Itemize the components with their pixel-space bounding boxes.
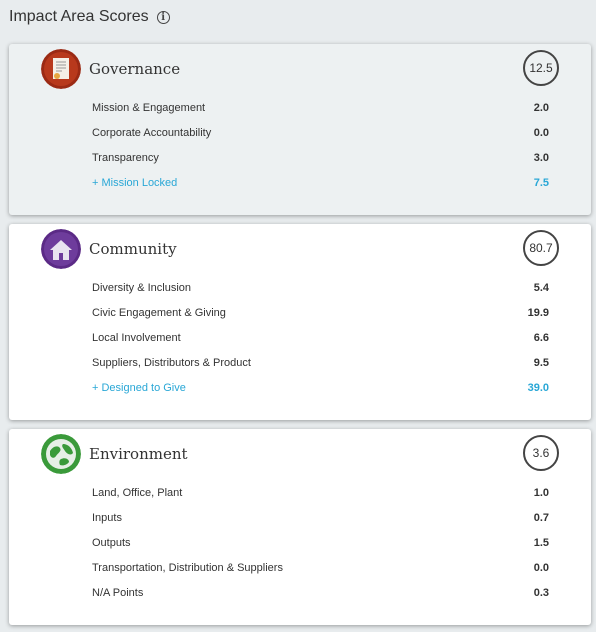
row-value: 2.0 [533,101,549,114]
row-value: 0.0 [533,561,549,574]
row-value: 0.0 [533,126,549,139]
bonus-value: 39.0 [527,381,549,394]
row-value: 0.3 [533,586,549,599]
house-icon [41,229,81,269]
globe-icon [41,434,81,474]
card-title: Environment [89,445,188,463]
section-header: Impact Area Scores i [9,6,170,28]
score-row: Inputs 0.7 [92,505,549,530]
row-value: 6.6 [533,331,549,344]
row-label: Mission & Engagement [92,101,206,114]
row-label: Corporate Accountability [92,126,212,139]
card-header: Environment [41,434,591,474]
row-value: 1.0 [533,486,549,499]
score-row: Outputs 1.5 [92,530,549,555]
row-label: N/A Points [92,586,144,599]
score-badge: 80.7 [523,230,559,266]
row-label: Civic Engagement & Giving [92,306,226,319]
score-row: Suppliers, Distributors & Product 9.5 [92,350,549,375]
impact-card-environment[interactable]: Environment 3.6 Land, Office, Plant 1.0 … [9,429,591,625]
row-label: Suppliers, Distributors & Product [92,356,251,369]
row-label: Land, Office, Plant [92,486,183,499]
page-title: Impact Area Scores [9,8,149,25]
row-value: 9.5 [533,356,549,369]
bonus-link[interactable]: + Designed to Give [92,381,186,394]
row-label: Transparency [92,151,159,164]
bonus-link[interactable]: + Mission Locked [92,176,178,189]
bonus-row: + Mission Locked 7.5 [92,170,549,195]
score-row: Transparency 3.0 [92,145,549,170]
score-row: Local Involvement 6.6 [92,325,549,350]
info-icon[interactable]: i [156,10,170,24]
row-value: 0.7 [533,511,549,524]
row-value: 3.0 [533,151,549,164]
score-row: Land, Office, Plant 1.0 [92,480,549,505]
score-row: Diversity & Inclusion 5.4 [92,275,549,300]
bonus-row: + Designed to Give 39.0 [92,375,549,400]
row-value: 1.5 [533,536,549,549]
score-rows: Diversity & Inclusion 5.4 Civic Engageme… [92,275,549,400]
score-rows: Land, Office, Plant 1.0 Inputs 0.7 Outpu… [92,480,549,605]
row-value: 5.4 [533,281,549,294]
impact-card-governance[interactable]: Governance 12.5 Mission & Engagement 2.0… [9,44,591,215]
card-title: Community [89,240,177,258]
row-label: Local Involvement [92,331,181,344]
score-row: Corporate Accountability 0.0 [92,120,549,145]
bonus-value: 7.5 [533,176,549,189]
card-header: Governance [41,49,591,89]
score-row: Mission & Engagement 2.0 [92,95,549,120]
impact-card-community[interactable]: Community 80.7 Diversity & Inclusion 5.4… [9,224,591,420]
score-row: N/A Points 0.3 [92,580,549,605]
row-label: Transportation, Distribution & Suppliers [92,561,283,574]
score-rows: Mission & Engagement 2.0 Corporate Accou… [92,95,549,195]
score-badge: 3.6 [523,435,559,471]
card-header: Community [41,229,591,269]
score-row: Civic Engagement & Giving 19.9 [92,300,549,325]
card-title: Governance [89,60,181,78]
row-label: Inputs [92,511,122,524]
row-label: Outputs [92,536,131,549]
score-badge: 12.5 [523,50,559,86]
document-certificate-icon [41,49,81,89]
score-row: Transportation, Distribution & Suppliers… [92,555,549,580]
row-value: 19.9 [527,306,549,319]
row-label: Diversity & Inclusion [92,281,192,294]
